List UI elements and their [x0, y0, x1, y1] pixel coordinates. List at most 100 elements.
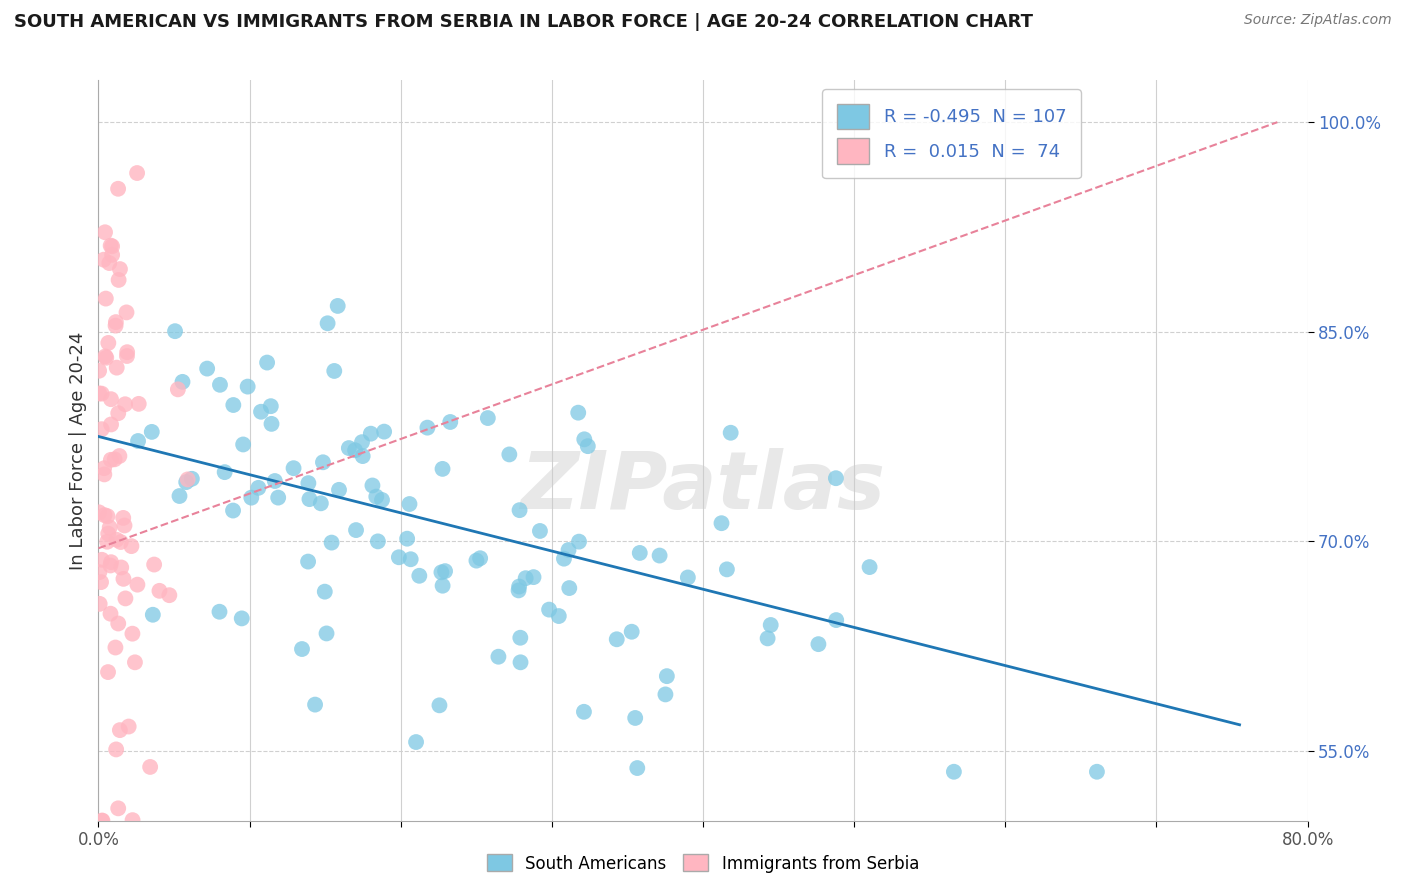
Point	[759, 618, 782, 632]
Point	[91, 814, 114, 828]
Point	[110, 560, 132, 574]
Point	[174, 475, 197, 489]
Point	[90, 553, 112, 567]
Point	[432, 462, 454, 476]
Point	[90, 386, 112, 401]
Point	[498, 447, 520, 461]
Point	[93, 508, 115, 523]
Point	[574, 433, 596, 447]
Point	[232, 437, 254, 451]
Point	[250, 405, 273, 419]
Point	[323, 364, 346, 378]
Point	[101, 239, 124, 253]
Point	[416, 420, 439, 434]
Point	[98, 520, 121, 534]
Point	[208, 605, 231, 619]
Point	[247, 481, 270, 495]
Point	[298, 492, 321, 507]
Point	[143, 558, 166, 572]
Point	[439, 415, 461, 429]
Point	[114, 591, 136, 606]
Point	[141, 425, 163, 439]
Point	[93, 467, 115, 482]
Point	[676, 570, 699, 584]
Point	[1085, 764, 1108, 779]
Point	[509, 631, 531, 645]
Point	[107, 801, 129, 815]
Text: SOUTH AMERICAN VS IMMIGRANTS FROM SERBIA IN LABOR FORCE | AGE 20-24 CORRELATION : SOUTH AMERICAN VS IMMIGRANTS FROM SERBIA…	[14, 13, 1033, 31]
Point	[508, 583, 530, 598]
Point	[366, 490, 388, 504]
Point	[297, 555, 319, 569]
Point	[121, 813, 143, 827]
Point	[148, 583, 170, 598]
Legend: South Americans, Immigrants from Serbia: South Americans, Immigrants from Serbia	[481, 847, 925, 880]
Point	[107, 182, 129, 196]
Point	[314, 584, 336, 599]
Point	[620, 624, 643, 639]
Point	[121, 626, 143, 640]
Point	[267, 491, 290, 505]
Y-axis label: In Labor Force | Age 20-24: In Labor Force | Age 20-24	[69, 331, 87, 570]
Point	[328, 483, 350, 497]
Point	[283, 461, 305, 475]
Point	[576, 439, 599, 453]
Point	[260, 399, 283, 413]
Point	[169, 489, 191, 503]
Point	[231, 611, 253, 625]
Point	[98, 256, 121, 270]
Point	[97, 665, 120, 679]
Point	[128, 397, 150, 411]
Point	[430, 566, 453, 580]
Point	[626, 761, 648, 775]
Point	[260, 417, 283, 431]
Point	[263, 474, 285, 488]
Point	[222, 398, 245, 412]
Point	[108, 262, 131, 277]
Point	[139, 760, 162, 774]
Point	[180, 472, 202, 486]
Point	[105, 742, 128, 756]
Point	[628, 546, 651, 560]
Point	[326, 299, 349, 313]
Point	[104, 640, 127, 655]
Point	[256, 355, 278, 369]
Point	[291, 642, 314, 657]
Point	[477, 411, 499, 425]
Point	[321, 535, 343, 549]
Point	[399, 552, 422, 566]
Point	[710, 516, 733, 531]
Point	[624, 711, 647, 725]
Point	[405, 735, 427, 749]
Point	[93, 252, 115, 267]
Point	[94, 292, 117, 306]
Point	[87, 364, 110, 378]
Point	[100, 238, 122, 252]
Point	[240, 491, 263, 505]
Point	[89, 565, 111, 579]
Point	[96, 509, 118, 524]
Point	[87, 505, 110, 519]
Point	[100, 417, 122, 432]
Point	[112, 572, 135, 586]
Point	[468, 551, 491, 566]
Point	[104, 318, 127, 333]
Point	[807, 637, 830, 651]
Point	[236, 379, 259, 393]
Point	[105, 360, 128, 375]
Point	[429, 698, 451, 713]
Point	[509, 656, 531, 670]
Point	[100, 555, 122, 569]
Point	[567, 406, 589, 420]
Point	[115, 349, 138, 363]
Point	[100, 452, 122, 467]
Legend: R = -0.495  N = 107, R =  0.015  N =  74: R = -0.495 N = 107, R = 0.015 N = 74	[823, 89, 1081, 178]
Point	[105, 533, 128, 547]
Point	[120, 539, 142, 553]
Point	[104, 452, 127, 467]
Point	[97, 335, 120, 350]
Point	[214, 465, 236, 479]
Text: ZIPatlas: ZIPatlas	[520, 449, 886, 526]
Point	[107, 406, 129, 420]
Point	[367, 534, 389, 549]
